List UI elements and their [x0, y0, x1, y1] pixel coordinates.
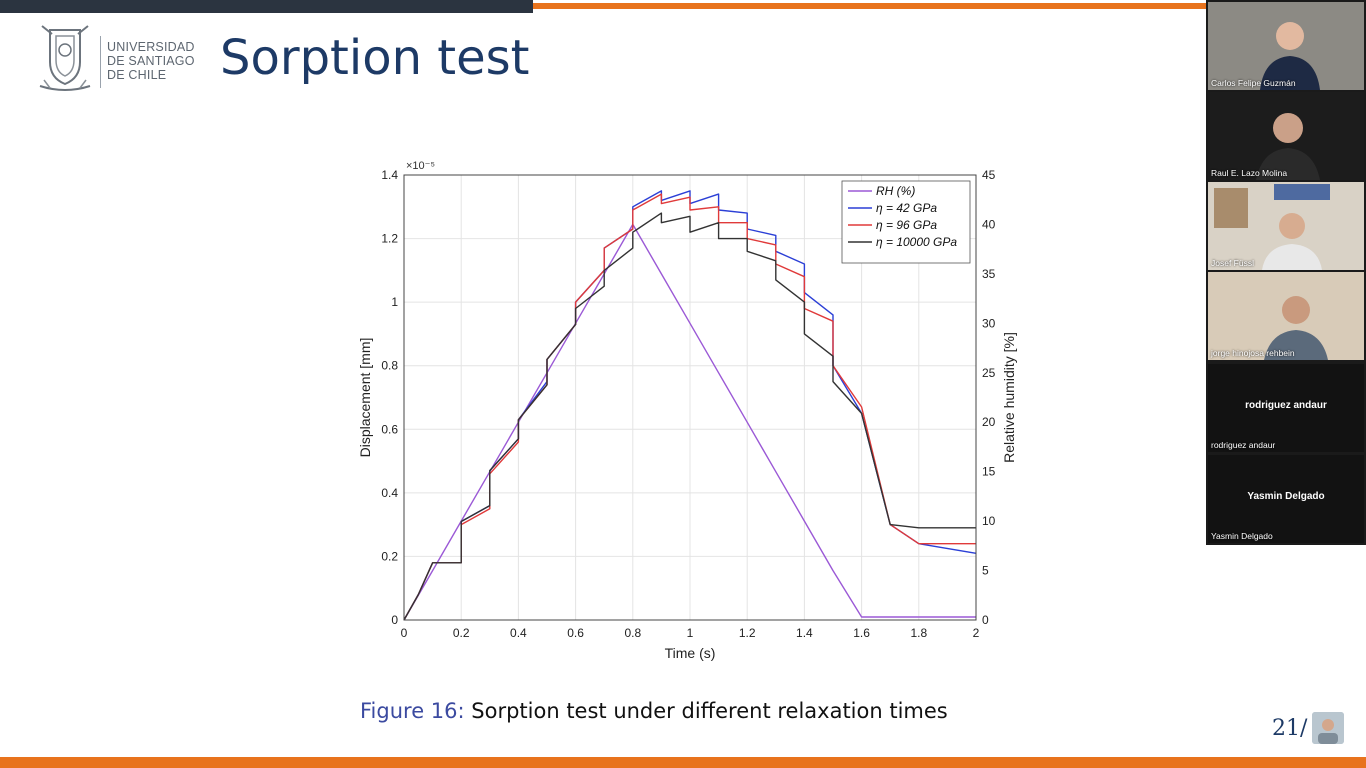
x-tick-label: 0: [401, 626, 408, 640]
figure-caption-label: Figure 16:: [360, 699, 465, 723]
sorption-chart: 0 0.2 0.4 0.6 0.8 1 1.2 1.4 1.6 1.8 2 0 0.2 0.4 0.6 0.…: [357, 160, 1017, 661]
y-tick-labels: 0 0.2 0.4 0.6 0.8 1 1.2 1.4: [381, 168, 398, 627]
x-tick-label: 1.4: [796, 626, 813, 640]
participant-name: rodriguez andaur: [1211, 440, 1276, 450]
logo-separator: [100, 36, 101, 88]
university-name: UNIVERSIDAD DE SANTIAGO DE CHILE: [107, 40, 195, 82]
university-name-line: UNIVERSIDAD: [107, 40, 195, 54]
participant-display-name: rodriguez andaur: [1245, 400, 1327, 411]
participant-video-icon: [1208, 272, 1364, 360]
page-number: 21/: [1272, 716, 1308, 741]
university-crest-icon: [39, 25, 91, 91]
y2-tick-label: 25: [982, 366, 996, 380]
y2-tick-label: 40: [982, 217, 996, 231]
participant-name: Josef Füssl: [1211, 258, 1254, 268]
slide-title: Sorption test: [220, 30, 530, 86]
y2-tick-label: 20: [982, 415, 996, 429]
x-axis-label: Time (s): [665, 645, 716, 661]
participant-tile[interactable]: Carlos Felipe Guzmán: [1208, 2, 1364, 90]
participant-tile[interactable]: Raul E. Lazo Molina: [1208, 92, 1364, 180]
x-tick-labels: 0 0.2 0.4 0.6 0.8 1 1.2 1.4 1.6 1.8 2: [401, 626, 980, 640]
y2-tick-labels: 0 5 10 15 20 25 30 35 40 45: [982, 168, 996, 627]
x-tick-label: 0.8: [624, 626, 641, 640]
bottom-bar-orange: [0, 757, 1366, 768]
presentation-slide: UNIVERSIDAD DE SANTIAGO DE CHILE Sorptio…: [0, 0, 1344, 744]
participant-display-name: Yasmin Delgado: [1247, 491, 1325, 502]
x-tick-label: 1: [687, 626, 694, 640]
y2-tick-label: 35: [982, 267, 996, 281]
chart-legend: RH (%) η = 42 GPa η = 96 GPa η = 10000 GPa: [841, 180, 971, 264]
participant-name: Raul E. Lazo Molina: [1211, 168, 1288, 178]
y-tick-label: 0.8: [381, 359, 398, 373]
participant-tile[interactable]: Yasmin Delgado Yasmin Delgado: [1208, 455, 1364, 543]
y2-tick-label: 15: [982, 465, 996, 479]
y-tick-label: 1: [391, 295, 398, 309]
top-bar-orange: [533, 3, 1206, 9]
participant-tile[interactable]: rodriguez andaur rodriguez andaur: [1208, 364, 1364, 452]
participant-name: jorge hinojosa rehbein: [1211, 348, 1295, 358]
participant-tile[interactable]: Josef Füssl: [1208, 182, 1364, 270]
participant-name: Yasmin Delgado: [1211, 531, 1273, 541]
university-name-line: DE SANTIAGO: [107, 54, 195, 68]
y-tick-label: 0.2: [381, 549, 398, 563]
y-exponent-label: ×10⁻⁵: [406, 160, 435, 172]
legend-entry: η = 10000 GPa: [876, 235, 957, 249]
x-tick-label: 1.6: [853, 626, 870, 640]
y-tick-label: 0: [391, 613, 398, 627]
figure-caption: Figure 16: Sorption test under different…: [360, 699, 948, 723]
y2-tick-label: 10: [982, 514, 996, 528]
x-tick-label: 0.4: [510, 626, 527, 640]
university-name-line: DE CHILE: [107, 68, 167, 82]
presenter-pointer-icon: [1312, 712, 1344, 744]
x-tick-label: 0.2: [453, 626, 470, 640]
y2-tick-label: 0: [982, 613, 989, 627]
participants-panel: Carlos Felipe Guzmán Raul E. Lazo Molina…: [1206, 0, 1366, 545]
x-tick-label: 1.8: [910, 626, 927, 640]
y2-tick-label: 30: [982, 316, 996, 330]
y2-tick-label: 5: [982, 564, 989, 578]
participant-video-icon: [1208, 2, 1364, 90]
y-tick-label: 1.4: [381, 168, 398, 182]
figure-caption-text: Sorption test under different relaxation…: [464, 699, 948, 723]
participant-video-icon: [1208, 92, 1364, 180]
x-tick-label: 1.2: [739, 626, 756, 640]
top-bar-dark: [0, 0, 533, 13]
participant-video-icon: [1208, 182, 1364, 270]
chart-series-layer: [403, 190, 977, 621]
x-tick-label: 0.6: [567, 626, 584, 640]
series-line-3: [403, 212, 976, 621]
x-tick-label: 2: [973, 626, 980, 640]
y2-axis-label: Relative humidity [%]: [1001, 332, 1017, 463]
legend-entry: η = 42 GPa: [876, 201, 937, 215]
y-tick-label: 0.6: [381, 422, 398, 436]
chart-frame: [403, 174, 977, 621]
participant-name: Carlos Felipe Guzmán: [1211, 78, 1296, 88]
y-tick-label: 1.2: [381, 232, 398, 246]
y2-tick-label: 45: [982, 168, 996, 182]
y-tick-label: 0.4: [381, 486, 398, 500]
y-axis-label: Displacement [mm]: [357, 338, 373, 458]
participant-tile[interactable]: jorge hinojosa rehbein: [1208, 272, 1364, 360]
legend-entry: RH (%): [876, 184, 915, 198]
legend-entry: η = 96 GPa: [876, 218, 937, 232]
legend-box: [841, 180, 971, 264]
